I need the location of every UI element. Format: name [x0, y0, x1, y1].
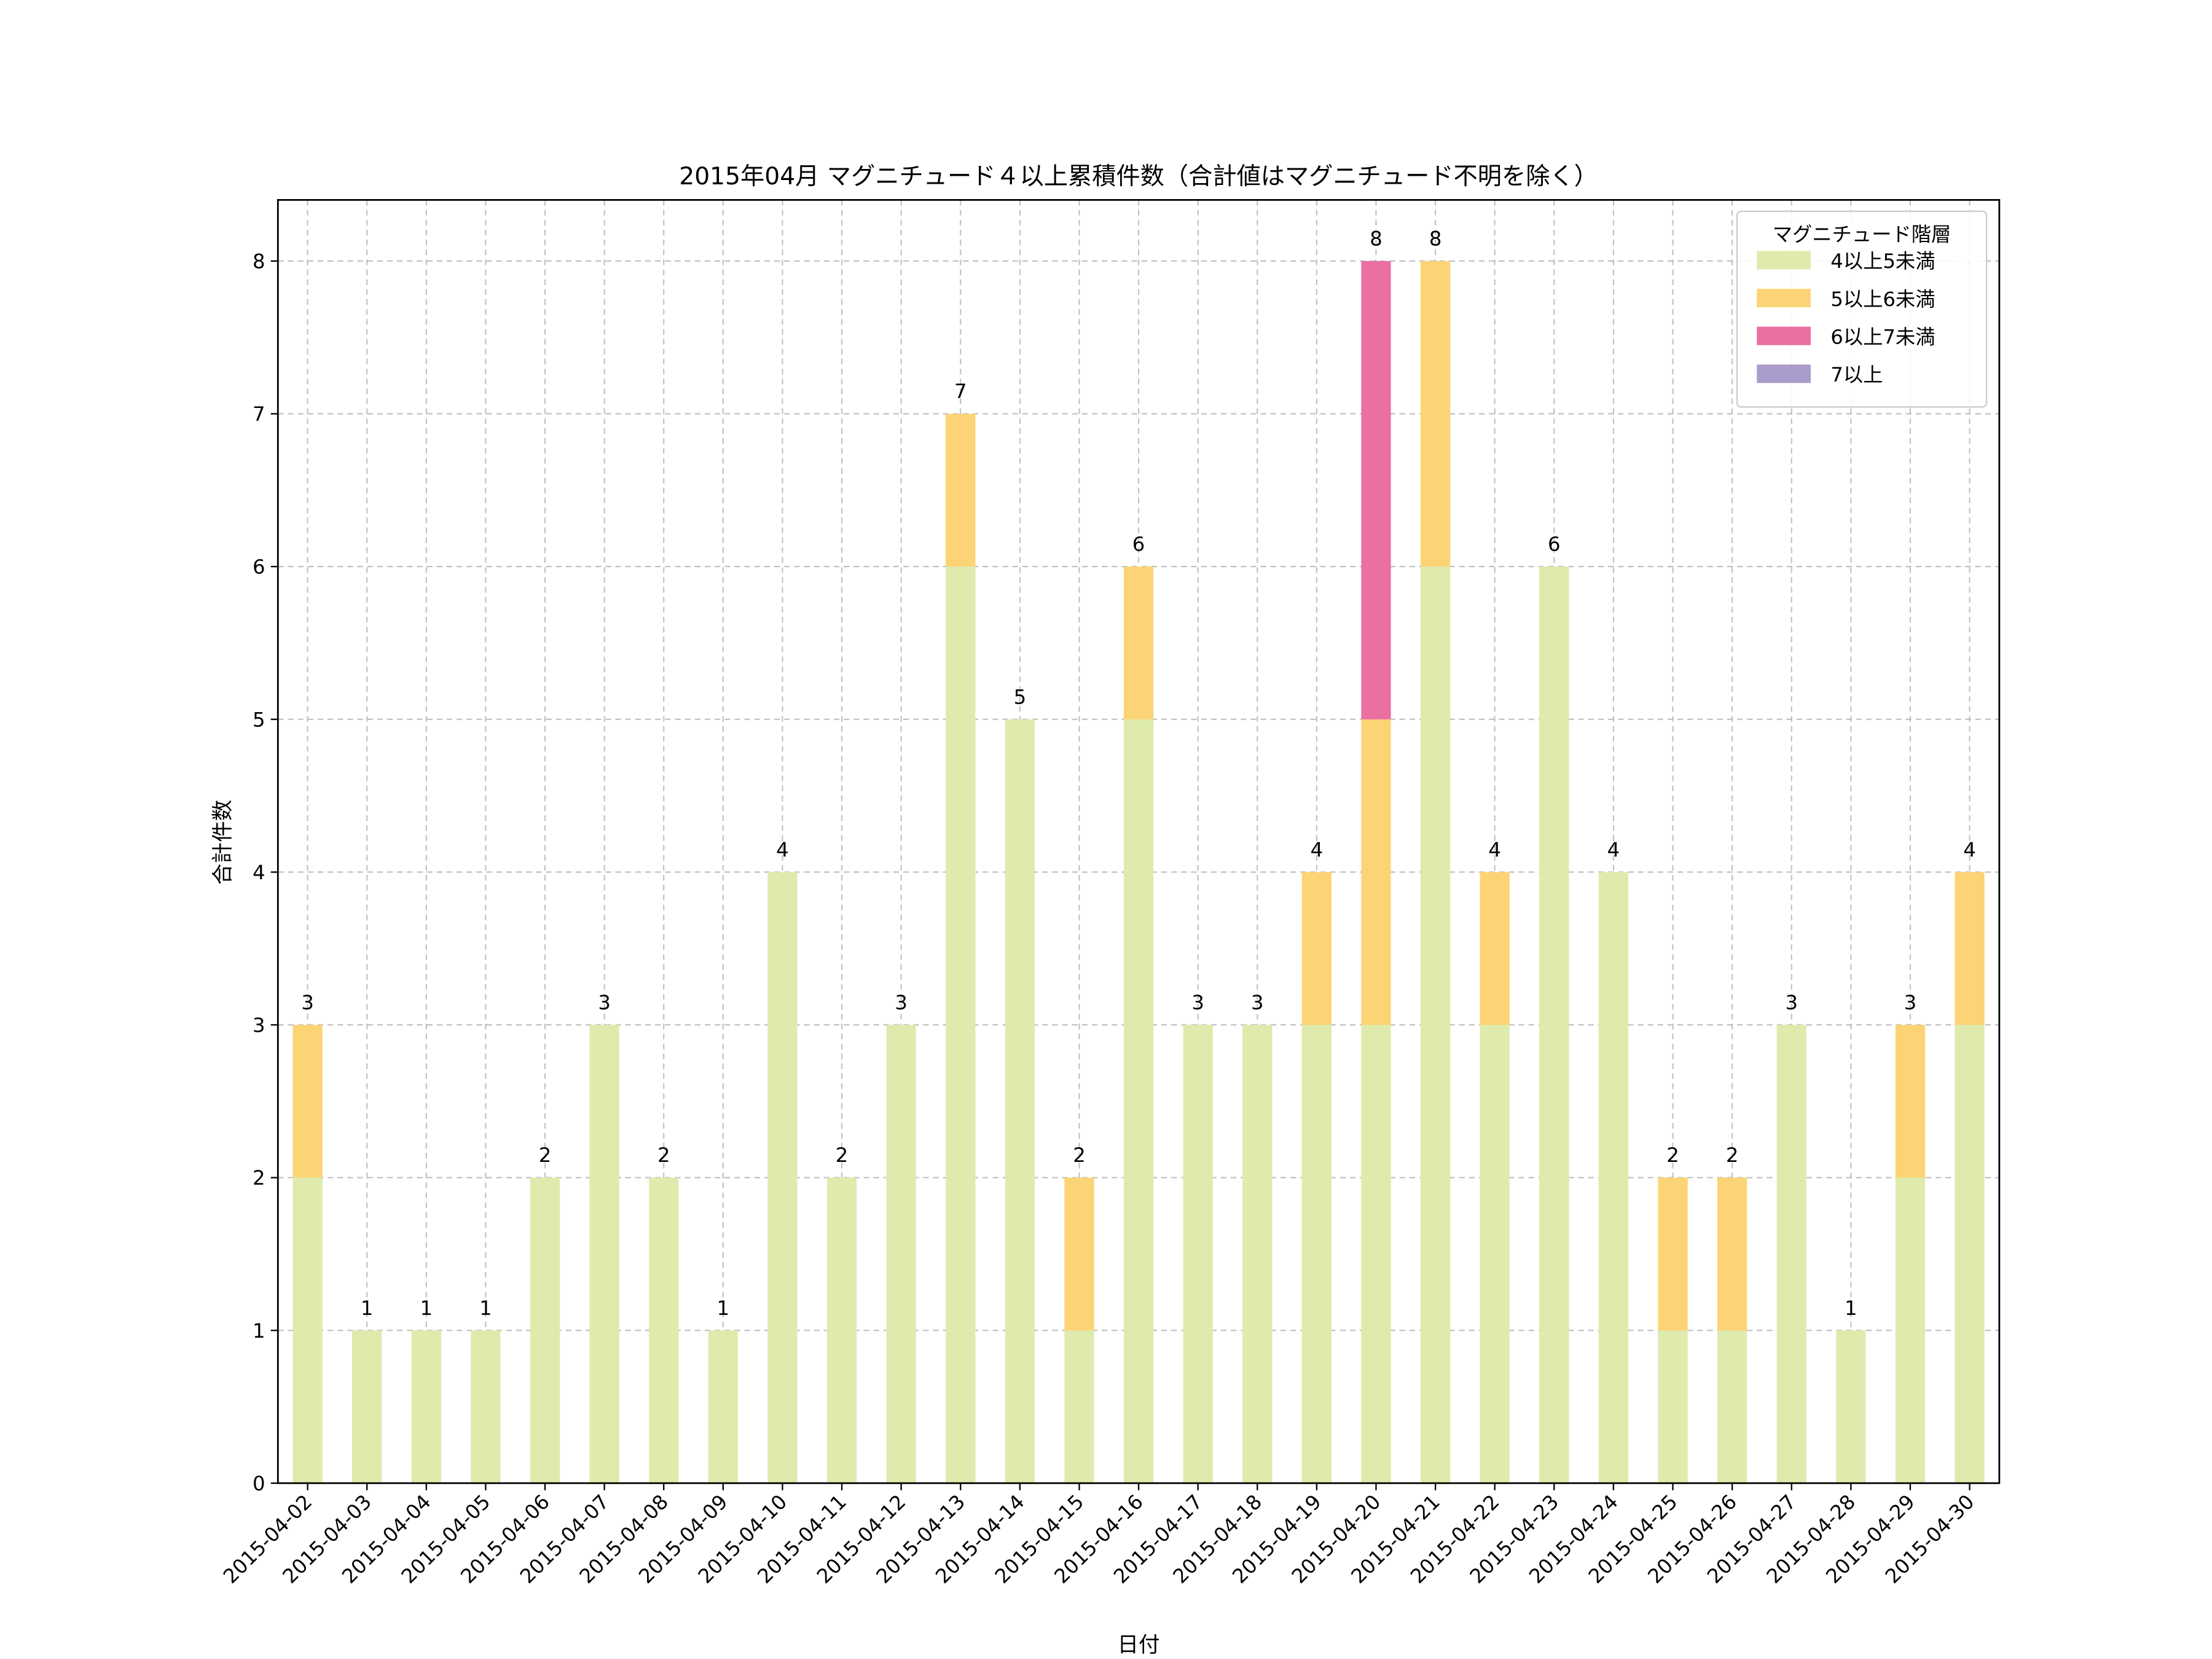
data-label: 2: [1726, 1143, 1739, 1167]
y-tick-label: 5: [253, 708, 265, 731]
y-tick-label: 7: [253, 402, 265, 426]
bar-segment: [1064, 1330, 1094, 1483]
bar-segment: [1776, 1024, 1806, 1483]
legend-swatch: [1757, 364, 1811, 383]
y-tick-label: 0: [253, 1472, 265, 1495]
data-label: 2: [1073, 1143, 1086, 1167]
bar-segment: [1598, 872, 1629, 1483]
bar-segment: [1420, 261, 1451, 567]
bars: [292, 261, 1985, 1483]
bar-segment: [1183, 1024, 1213, 1483]
data-label: 8: [1370, 227, 1382, 250]
bar-segment: [411, 1330, 441, 1483]
data-label: 8: [1429, 227, 1442, 250]
legend-label: 4以上5未満: [1830, 249, 1935, 273]
data-label: 4: [1311, 838, 1324, 861]
data-label: 3: [598, 991, 611, 1014]
data-label: 7: [954, 380, 967, 403]
data-label: 3: [1785, 991, 1798, 1014]
bar-segment: [1480, 872, 1510, 1025]
bar-segment: [1717, 1177, 1747, 1331]
data-label: 6: [1548, 533, 1561, 556]
data-label: 2: [539, 1143, 552, 1167]
bar-segment: [530, 1177, 560, 1483]
bar-segment: [1895, 1177, 1926, 1483]
legend-swatch: [1757, 251, 1811, 270]
bar-segment: [886, 1024, 916, 1483]
bar-segment: [292, 1024, 323, 1178]
bar-segment: [292, 1177, 323, 1483]
bar-segment: [1301, 872, 1332, 1025]
bar-segment: [1895, 1024, 1926, 1178]
bar-segment: [1361, 719, 1391, 1025]
legend-label: 5以上6未満: [1830, 288, 1935, 311]
bar-segment: [352, 1330, 382, 1483]
bar-segment: [946, 567, 976, 1483]
data-label: 3: [895, 991, 908, 1014]
data-labels: 3 1 1 1 2 3 2 1 4 2 3 7 5 2 6 3 3 4 8 8 4 6 4 2 2 3 1 3 4: [301, 227, 1975, 1319]
y-axis-ticks: 0 1 2 3 4 5 6 7 8: [253, 249, 278, 1495]
data-label: 1: [420, 1296, 433, 1320]
data-label: 1: [717, 1296, 730, 1320]
chart-title: 2015年04月 マグニチュード４以上累積件数（合計値はマグニチュード不明を除く…: [679, 163, 1598, 190]
bar-segment: [589, 1024, 619, 1483]
bar-segment: [1361, 261, 1391, 720]
data-label: 4: [776, 838, 789, 861]
bar-segment: [1717, 1330, 1747, 1483]
bar-segment: [1420, 567, 1451, 1483]
y-tick-label: 2: [253, 1166, 265, 1190]
y-tick-label: 8: [253, 249, 265, 273]
legend-label: 7以上: [1830, 363, 1883, 386]
y-axis-label: 合計件数: [211, 800, 235, 885]
bar-segment: [826, 1177, 857, 1483]
bar-segment: [1123, 719, 1154, 1483]
data-label: 5: [1014, 685, 1027, 708]
data-label: 3: [1904, 991, 1917, 1014]
y-tick-label: 6: [253, 555, 265, 579]
bar-segment: [1539, 567, 1569, 1483]
data-label: 3: [301, 991, 314, 1014]
y-tick-label: 4: [253, 861, 265, 884]
bar-segment: [767, 872, 798, 1483]
y-tick-label: 1: [253, 1319, 265, 1343]
bar-segment: [1955, 1024, 1985, 1483]
bar-segment: [946, 414, 976, 567]
y-tick-label: 3: [253, 1014, 265, 1037]
data-label: 3: [1191, 991, 1204, 1014]
bar-segment: [1064, 1177, 1094, 1331]
data-label: 1: [479, 1296, 492, 1320]
legend-title: マグニチュード階層: [1773, 222, 1951, 246]
bar-segment: [1658, 1177, 1688, 1331]
data-label: 4: [1488, 838, 1501, 861]
bar-segment: [1480, 1024, 1510, 1483]
data-label: 2: [836, 1143, 849, 1167]
data-label: 4: [1607, 838, 1620, 861]
bar-segment: [1301, 1024, 1332, 1483]
bar-segment: [708, 1330, 738, 1483]
data-label: 4: [1963, 838, 1976, 861]
bar-segment: [1955, 872, 1985, 1025]
legend-swatch: [1757, 326, 1811, 345]
data-label: 2: [1666, 1143, 1679, 1167]
data-label: 2: [657, 1143, 670, 1167]
data-label: 3: [1251, 991, 1264, 1014]
x-axis-label: 日付: [1117, 1633, 1159, 1657]
bar-segment: [649, 1177, 679, 1483]
legend: マグニチュード階層 4以上5未満 5以上6未満 6以上7未満 7以上: [1736, 210, 1988, 408]
bar-segment: [1123, 567, 1154, 720]
data-label: 1: [1845, 1296, 1857, 1320]
legend-swatch: [1757, 289, 1811, 308]
bar-segment: [1005, 719, 1035, 1483]
data-label: 6: [1132, 533, 1145, 556]
data-label: 1: [361, 1296, 374, 1320]
legend-label: 6以上7未満: [1830, 325, 1935, 348]
bar-segment: [1242, 1024, 1273, 1483]
bar-segment: [471, 1330, 501, 1483]
bar-segment: [1658, 1330, 1688, 1483]
bar-segment: [1836, 1330, 1866, 1483]
bar-segment: [1361, 1024, 1391, 1483]
